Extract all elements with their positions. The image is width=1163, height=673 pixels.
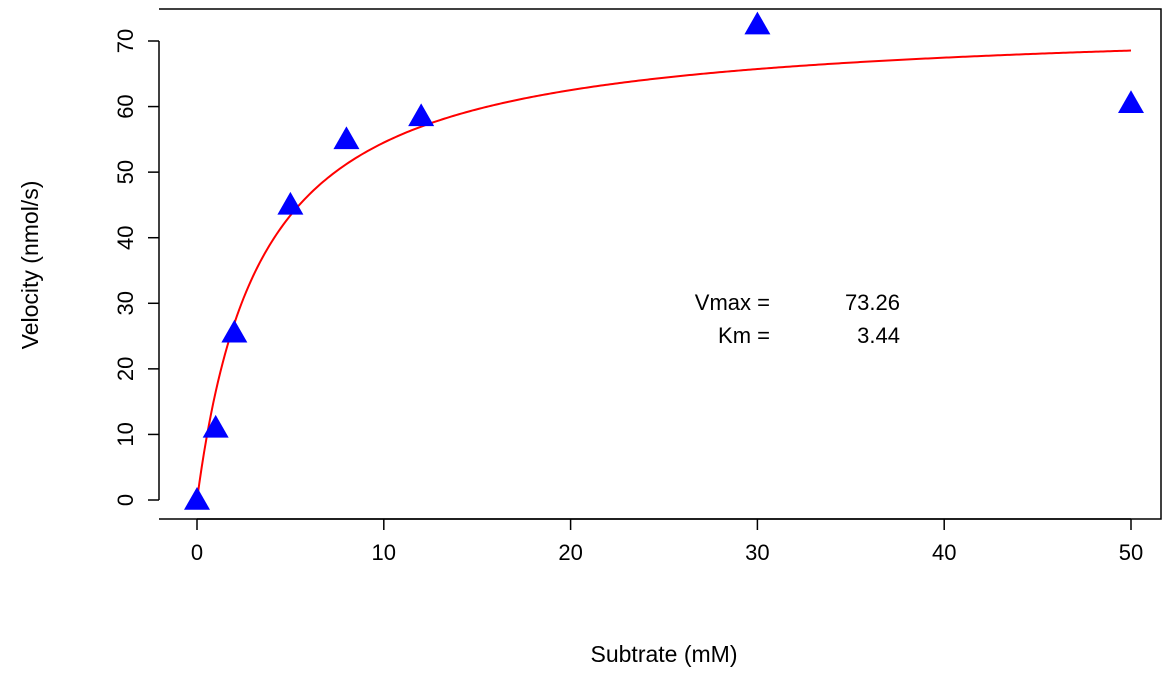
data-point-triangle	[408, 103, 435, 127]
michaelis-menten-fit-curve	[196, 49, 1132, 501]
y-tick-label: 0	[113, 494, 138, 506]
fit-parameters-annotation: Vmax = 73.26 Km = 3.44	[695, 290, 900, 348]
vmax-value: 73.26	[845, 290, 900, 315]
data-point-triangle	[202, 414, 229, 438]
y-tick-label: 20	[113, 357, 138, 381]
data-points	[184, 11, 1144, 510]
y-tick-label: 50	[113, 160, 138, 184]
data-point-triangle	[277, 191, 304, 215]
x-tick-label: 50	[1119, 540, 1143, 565]
y-tick-label: 40	[113, 225, 138, 249]
x-tick-label: 30	[745, 540, 769, 565]
data-point-triangle	[1118, 90, 1144, 114]
vmax-label: Vmax =	[695, 290, 770, 315]
x-tick-label: 10	[372, 540, 396, 565]
x-axis-ticks: 0 10 20 30 40 50	[191, 519, 1143, 565]
x-tick-label: 20	[558, 540, 582, 565]
y-axis-title: Velocity (nmol/s)	[17, 181, 43, 350]
y-tick-label: 10	[113, 422, 138, 446]
y-axis-ticks: 0 10 20 30 40 50 60 70	[113, 29, 159, 506]
y-tick-label: 30	[113, 291, 138, 315]
x-tick-label: 0	[191, 540, 203, 565]
data-point-triangle	[184, 487, 210, 510]
x-tick-label: 40	[932, 540, 956, 565]
plot-frame	[159, 8, 1162, 520]
km-value: 3.44	[857, 323, 900, 348]
y-tick-label: 60	[113, 94, 138, 118]
y-tick-label: 70	[113, 29, 138, 53]
data-point-triangle	[744, 11, 771, 35]
data-point-triangle	[221, 319, 248, 343]
km-label: Km =	[718, 323, 770, 348]
data-point-triangle	[333, 126, 360, 150]
x-axis-title: Subtrate (mM)	[591, 641, 738, 667]
